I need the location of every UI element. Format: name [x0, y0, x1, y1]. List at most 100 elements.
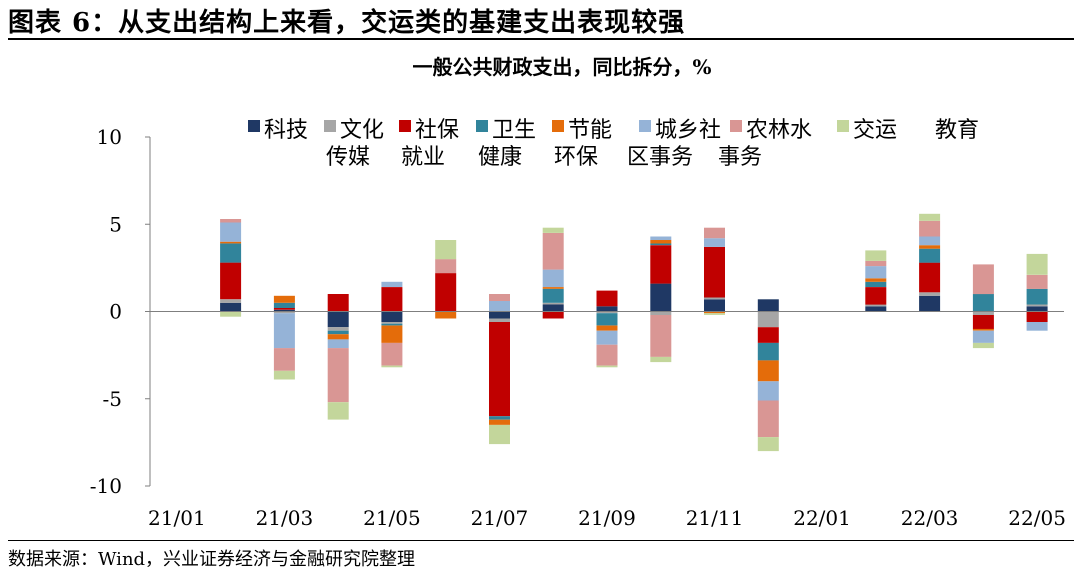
bar-segment: [220, 311, 242, 317]
bar-segment: [919, 292, 941, 296]
legend-label: 文化: [340, 118, 384, 143]
bar-segment: [489, 416, 510, 420]
bar-segment: [1026, 288, 1048, 305]
bar-segment: [489, 301, 510, 312]
x-tick-label: 22/03: [901, 506, 959, 530]
legend-swatch: [399, 120, 411, 132]
legend-label: 城乡社: [655, 118, 721, 143]
legend-label-continued: 传媒: [326, 145, 370, 170]
y-axis: 10 5 0 -5 -10: [90, 125, 151, 498]
bar-segment: [865, 306, 887, 312]
bar-segment: [220, 243, 242, 263]
bar-segment: [650, 245, 672, 284]
bar-segment: [596, 365, 618, 368]
legend-label-continued: 环保: [554, 145, 598, 170]
bar-segment: [919, 248, 941, 263]
bar-segment: [865, 278, 887, 282]
bar-segment: [273, 302, 295, 308]
x-tick-label: 22/05: [1008, 506, 1066, 530]
x-axis: 21/01 21/03 21/05 21/07 21/09 21/11 22/01 22/03…: [148, 311, 1066, 530]
bar-segment: [1026, 306, 1048, 312]
bar-segment: [542, 287, 564, 289]
legend-label-continued: 健康: [478, 145, 522, 170]
bar-segment: [489, 294, 510, 301]
bar-segment: [757, 400, 779, 438]
bar-segment: [220, 222, 242, 242]
legend-label-continued: 区事务: [627, 145, 693, 170]
bar-segment: [435, 311, 457, 319]
bar-segment: [704, 311, 725, 314]
legend-swatch: [552, 120, 564, 132]
bar-segment: [757, 381, 779, 401]
header-rule: [8, 38, 1074, 40]
bar-segment: [327, 294, 349, 312]
bar-segment: [381, 322, 403, 324]
bar-segment: [596, 311, 618, 314]
x-tick-label: 21/01: [148, 506, 206, 530]
bar-segment: [220, 302, 242, 312]
y-tick-label: -5: [103, 387, 122, 411]
bar-segment: [327, 330, 349, 335]
legend-swatch: [730, 120, 742, 132]
bar-segment: [273, 311, 295, 314]
x-tick-label: 21/11: [686, 506, 744, 530]
bar-segment: [972, 342, 994, 349]
bar-segment: [972, 311, 994, 315]
bar-segment: [542, 233, 564, 270]
legend-label: 农林水: [746, 118, 812, 143]
bar-segment: [273, 313, 295, 349]
bar-segment: [919, 262, 941, 293]
bar-segment: [327, 334, 349, 340]
bar-segment: [865, 266, 887, 279]
bar-segment: [273, 348, 295, 371]
legend-swatch: [324, 120, 336, 132]
legend-label: 科技: [264, 118, 308, 143]
bar-segment: [381, 342, 403, 366]
bar-segment: [327, 311, 349, 328]
y-tick-label: 5: [109, 212, 122, 236]
bar-segment: [220, 241, 242, 244]
bar-segment: [542, 288, 564, 303]
bar-segment: [542, 269, 564, 287]
legend-label-continued: 事务: [718, 145, 762, 170]
y-tick-label: 10: [97, 125, 122, 149]
x-tick-label: 21/07: [471, 506, 529, 530]
bar-segment: [596, 313, 618, 326]
bar-segment: [489, 311, 510, 319]
bar-segment: [273, 309, 295, 312]
x-tick-label: 21/03: [256, 506, 314, 530]
bar-segment: [435, 273, 457, 312]
legend-label: 交运: [853, 118, 897, 143]
bar-segment: [972, 330, 994, 343]
bar-segment: [972, 264, 994, 295]
bar-segment: [650, 356, 672, 363]
bar-segment: [704, 313, 725, 315]
legend-swatch: [248, 120, 260, 132]
bar-segment: [327, 402, 349, 420]
legend-label: 节能: [568, 118, 612, 143]
figure-caption: 图表 6：从支出结构上来看，交运类的基建支出表现较强: [8, 8, 686, 38]
bar-segment: [1026, 253, 1048, 275]
bar-segment: [327, 327, 349, 331]
x-tick-label: 21/09: [578, 506, 636, 530]
bar-segment: [919, 245, 941, 249]
bar-segment: [650, 240, 672, 244]
bar-segment: [1026, 322, 1048, 331]
bar-segment: [273, 295, 295, 303]
bar-segment: [757, 360, 779, 382]
bar-segment: [865, 287, 887, 305]
bar-segment: [865, 304, 887, 307]
bar-segment: [596, 344, 618, 366]
bar-segment: [542, 311, 564, 319]
bar-segment: [1026, 311, 1048, 322]
bar-segment: [650, 315, 672, 357]
bar-segment: [273, 308, 295, 310]
bar-segment: [757, 299, 779, 312]
legend-swatch: [476, 120, 488, 132]
bar-segment: [704, 297, 725, 300]
bar-segment: [704, 238, 725, 247]
bar-segment: [865, 260, 887, 267]
bar-segment: [220, 299, 242, 303]
bar-segment: [542, 227, 564, 233]
bar-segment: [381, 287, 403, 312]
